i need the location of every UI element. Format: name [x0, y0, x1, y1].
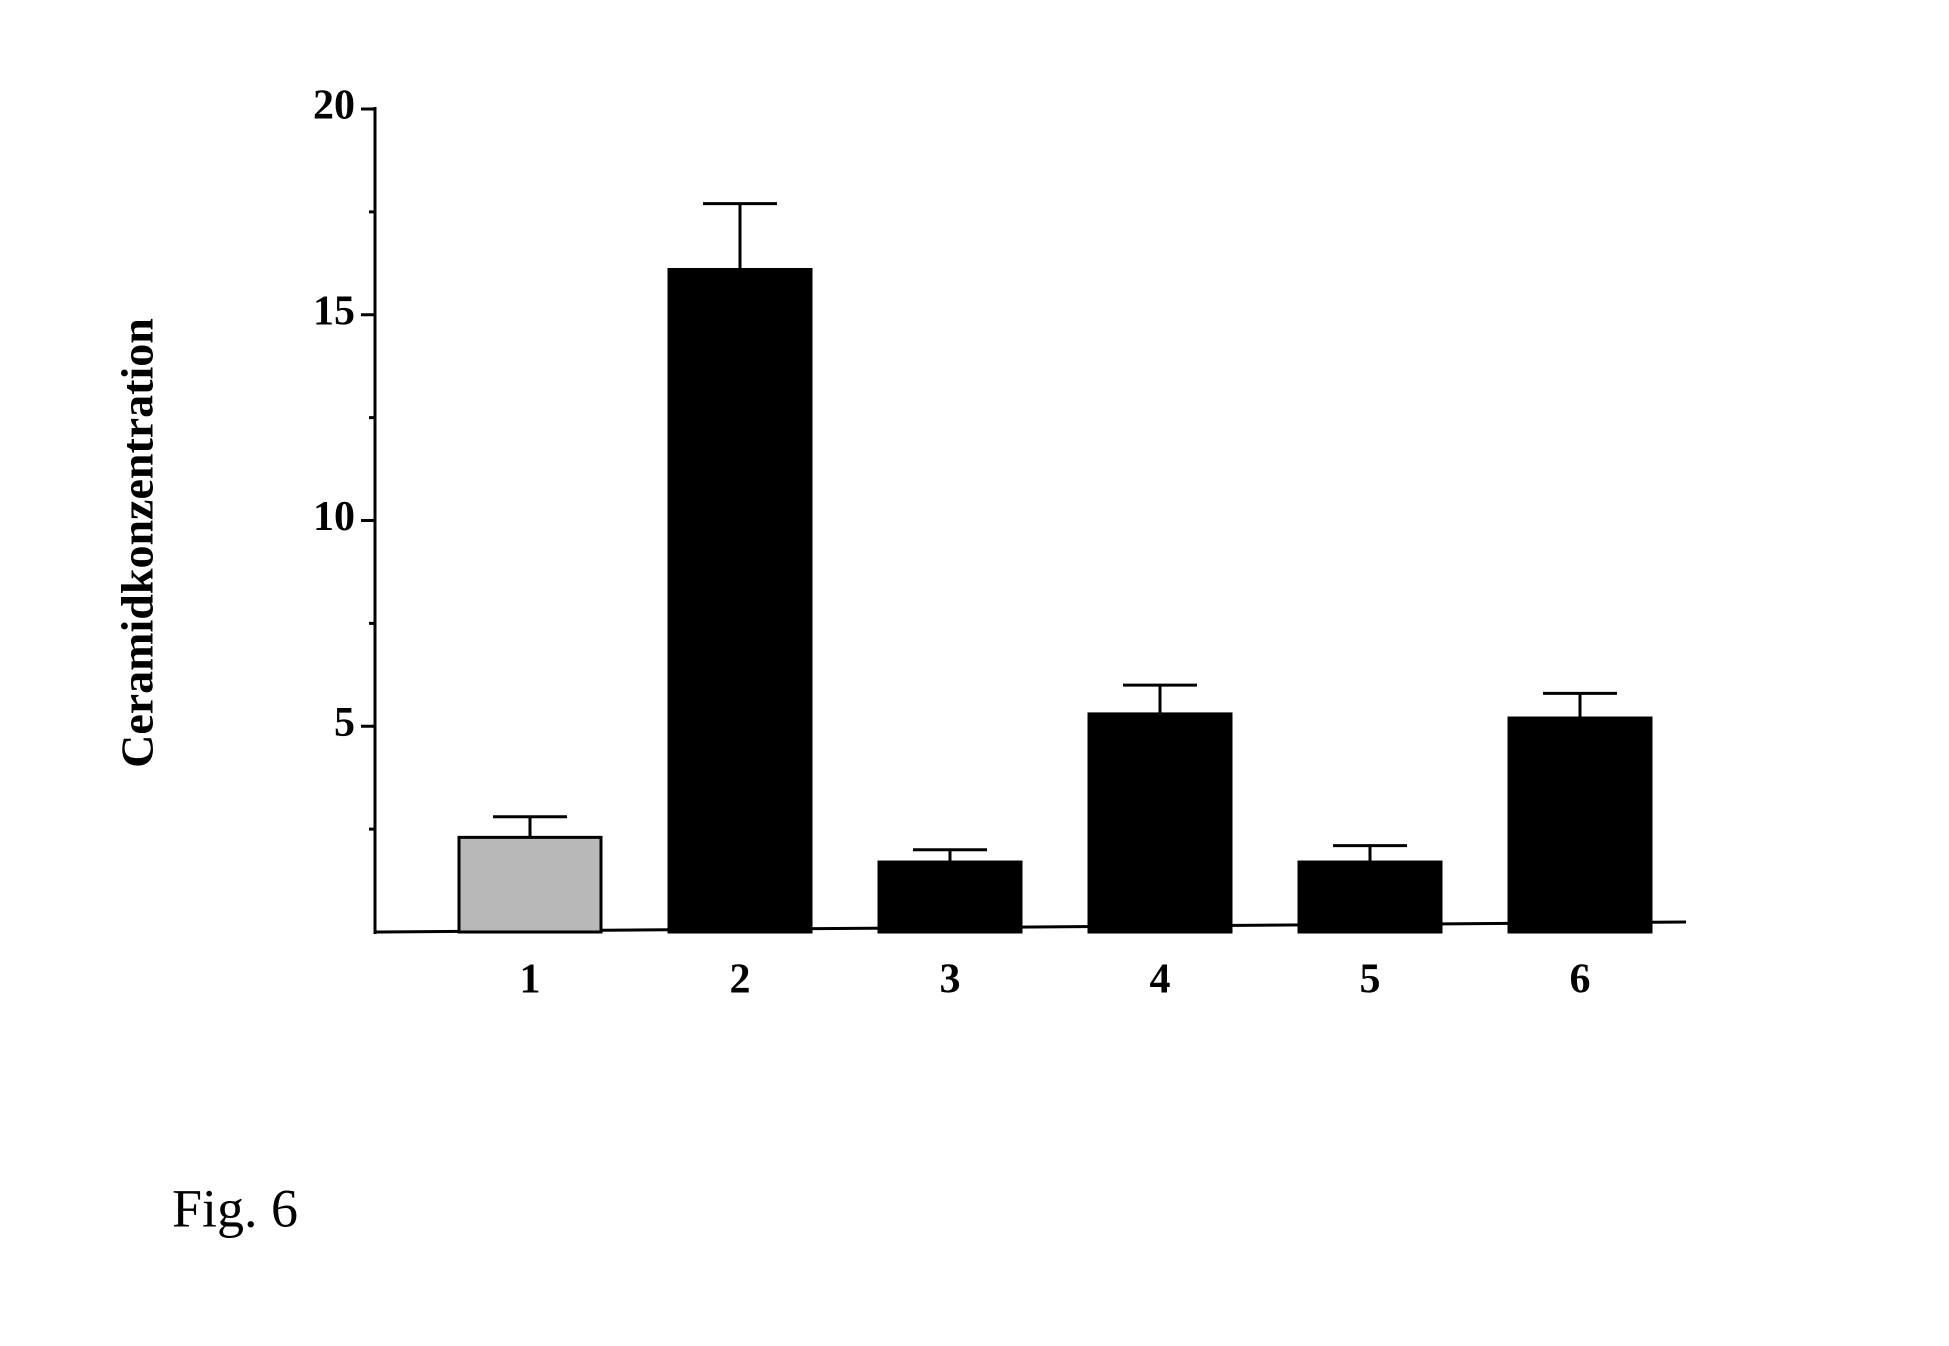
bar [669, 269, 811, 932]
y-tick-label: 15 [313, 288, 355, 334]
x-tick-label: 3 [940, 957, 961, 1003]
x-tick-label: 2 [730, 957, 751, 1003]
error-bar [913, 850, 987, 862]
bar [1089, 714, 1231, 932]
y-tick-label: 5 [334, 700, 355, 746]
error-bar [703, 204, 777, 270]
error-bar [1123, 685, 1197, 714]
bar [879, 862, 1021, 932]
error-bar [1543, 693, 1617, 718]
bar [1299, 862, 1441, 932]
figure-caption: Fig. 6 [172, 1178, 298, 1238]
bar [1509, 718, 1651, 932]
error-bar [493, 817, 567, 838]
x-tick-label: 4 [1150, 957, 1171, 1003]
x-tick-label: 5 [1360, 957, 1381, 1003]
y-axis-label: Ceramidkonzentration [112, 318, 163, 768]
y-tick-label: 20 [313, 83, 355, 129]
chart: Ceramidkonzentration Fig. 6 5 10 15 20 1 2 3 4 5… [0, 0, 1949, 1346]
error-bar [1333, 846, 1407, 862]
x-tick-label: 6 [1570, 957, 1591, 1003]
bar [459, 837, 601, 932]
page: Ceramidkonzentration Fig. 6 5 10 15 20 1 2 3 4 5… [0, 0, 1949, 1346]
y-tick-label: 10 [313, 494, 355, 540]
x-tick-label: 1 [520, 957, 541, 1003]
